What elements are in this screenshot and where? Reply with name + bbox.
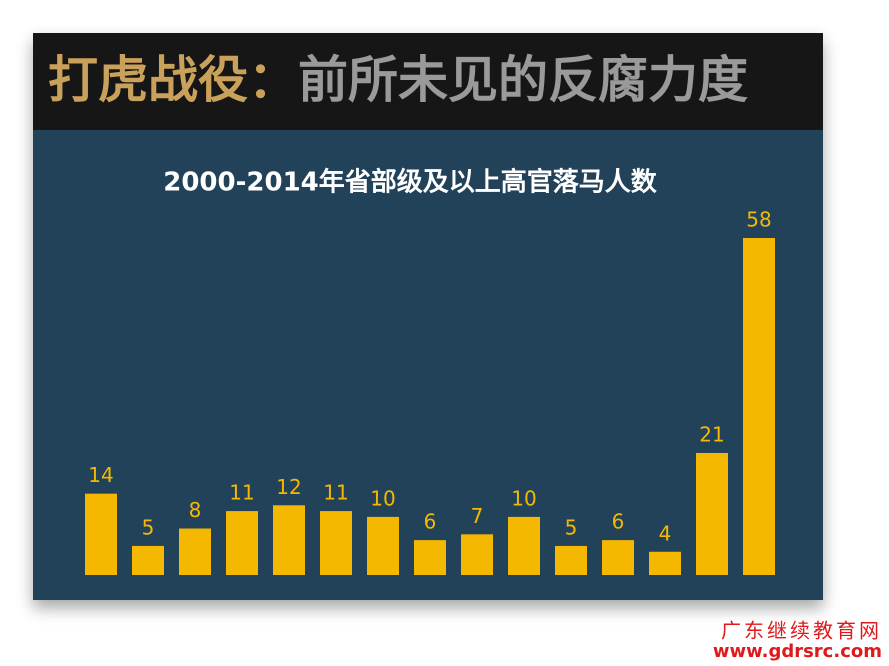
watermark-name: 广东继续教育网 [721, 619, 882, 643]
data-label: 5 [565, 515, 578, 539]
bar [649, 551, 681, 575]
data-label: 21 [699, 422, 724, 446]
data-label: 10 [511, 486, 536, 510]
bar [273, 505, 305, 575]
header-band [33, 33, 823, 130]
data-label: 14 [88, 463, 113, 487]
bar [461, 534, 493, 575]
data-label: 5 [142, 515, 155, 539]
data-label: 12 [276, 475, 301, 499]
data-label: 11 [323, 481, 348, 505]
bar [85, 493, 117, 575]
data-label: 10 [370, 486, 395, 510]
data-label: 4 [659, 521, 672, 545]
bar [226, 511, 258, 575]
bar [602, 540, 634, 575]
bar [743, 238, 775, 575]
bar [132, 545, 164, 575]
data-label: 8 [189, 498, 202, 522]
bar [320, 511, 352, 575]
data-label: 7 [471, 504, 484, 528]
bar [696, 452, 728, 575]
title-main: 前所未见的反腐力度 [298, 51, 748, 109]
chart-title: 2000-2014年省部级及以上高官落马人数 [163, 167, 658, 198]
bar [414, 540, 446, 575]
bar [508, 516, 540, 575]
bar [179, 528, 211, 575]
data-label: 58 [746, 208, 771, 232]
watermark-url: www.gdrsrc.com [713, 641, 882, 662]
header-title: 打虎战役：前所未见的反腐力度 [48, 51, 748, 109]
bar [555, 545, 587, 575]
data-label: 6 [612, 510, 625, 534]
title-lead: 打虎战役： [48, 51, 298, 109]
bar [367, 516, 399, 575]
data-label: 6 [424, 510, 437, 534]
data-label: 11 [229, 481, 254, 505]
